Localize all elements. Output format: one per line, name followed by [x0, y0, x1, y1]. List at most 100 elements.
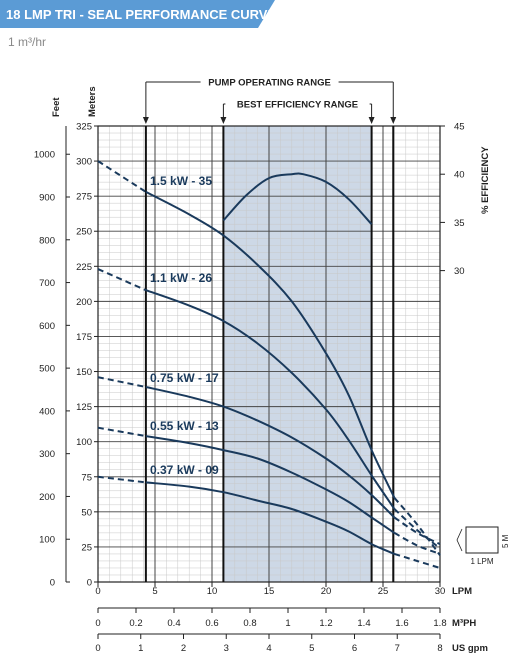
pump-operating-range-arrow	[142, 117, 149, 124]
usgpm-tick-label: 1	[138, 643, 143, 654]
meters-tick-label: 250	[76, 227, 92, 238]
feet-tick-label: 800	[39, 235, 55, 246]
curve-dashed-end	[393, 532, 441, 555]
feet-tick-label: 900	[39, 193, 55, 204]
feet-tick-label: 700	[39, 278, 55, 289]
curve-label: 0.55 kW - 13	[150, 419, 219, 433]
curve-labels: 1.5 kW - 35 1.1 kW - 26 0.75 kW - 17 0.55 k…	[150, 174, 219, 477]
meters-tick-label: 100	[76, 437, 92, 448]
usgpm-tick-label: 6	[352, 643, 357, 654]
m3ph-tick-label: 0.4	[167, 618, 180, 629]
usgpm-tick-label: 5	[309, 643, 314, 654]
curve-label: 1.5 kW - 35	[150, 174, 212, 188]
scale-box-rect	[465, 526, 499, 554]
pump-operating-range-arrow	[390, 117, 397, 124]
feet-axis-title: Feet	[51, 97, 62, 117]
curve-dashed-end	[393, 508, 441, 550]
curve-dashed-start	[97, 268, 147, 292]
m3ph-tick-label: 1	[285, 618, 290, 629]
curve-dashed-start	[97, 475, 147, 484]
m3ph-tick-label: 0.6	[205, 618, 218, 629]
lpm-tick-label: 30	[435, 586, 446, 597]
feet-tick-label: 0	[50, 578, 55, 589]
lpm-tick-label: 20	[321, 586, 332, 597]
curve-solid	[145, 191, 396, 499]
usgpm-tick-label: 2	[181, 643, 186, 654]
scale-box-y-label: 5 M	[501, 534, 510, 548]
feet-tick-label: 100	[39, 535, 55, 546]
curve-dashed-end	[394, 552, 441, 569]
meters-tick-label: 175	[76, 332, 92, 343]
lpm-tick-label: 25	[378, 586, 389, 597]
m3ph-tick-label: 1.8	[433, 618, 446, 629]
curve-dashed-start	[97, 160, 147, 193]
curve-solid	[145, 386, 396, 519]
efficiency-axis: 30 35 40 45 % EFFICIENCY	[440, 122, 491, 277]
title-banner: 18 LMP TRI - SEAL PERFORMANCE CURVES	[0, 0, 285, 28]
curve-solid	[145, 481, 395, 555]
curve-label: 0.75 kW - 17	[150, 371, 219, 385]
scale-box-brace	[456, 528, 463, 552]
usgpm-tick-label: 7	[395, 643, 400, 654]
usgpm-tick-label: 4	[266, 643, 271, 654]
best-efficiency-band	[223, 126, 372, 582]
feet-tick-label: 300	[39, 449, 55, 460]
banner-background	[0, 0, 275, 28]
usgpm-axis-title: US gpm	[452, 643, 488, 654]
usgpm-tick-label: 0	[95, 643, 100, 654]
best-efficiency-range-arrow	[368, 117, 375, 124]
lpm-tick-label: 0	[95, 586, 100, 597]
meters-tick-label: 75	[81, 472, 92, 483]
efficiency-axis-title: % EFFICIENCY	[480, 146, 491, 214]
scale-box: 1 LPM 5 M	[456, 526, 510, 566]
pump-curves	[97, 160, 441, 569]
curve-dashed-end	[393, 497, 441, 556]
meters-tick-label: 50	[81, 507, 92, 518]
efficiency-tick-label: 35	[454, 218, 465, 229]
feet-tick-label: 500	[39, 364, 55, 375]
curve-solid	[145, 289, 396, 510]
meters-tick-label: 300	[76, 157, 92, 168]
m3ph-tick-label: 0	[95, 618, 100, 629]
pump-operating-range-label: PUMP OPERATING RANGE	[208, 78, 331, 89]
meters-axis-title: Meters	[87, 86, 98, 117]
feet-tick-label: 600	[39, 321, 55, 332]
meters-tick-label: 25	[81, 542, 92, 553]
feet-tick-label: 1000	[34, 150, 55, 161]
unit-subtitle: 1 m³/hr	[8, 35, 46, 49]
efficiency-tick-label: 45	[454, 122, 465, 133]
meters-tick-label: 325	[76, 122, 92, 133]
m3ph-tick-label: 1.4	[357, 618, 370, 629]
lpm-tick-label: 15	[264, 586, 275, 597]
range-lines	[144, 126, 395, 582]
m3ph-axis-title: M³PH	[452, 618, 476, 629]
m3ph-tick-label: 0.2	[129, 618, 142, 629]
curve-label: 0.37 kW - 09	[150, 463, 219, 477]
range-brackets: PUMP OPERATING RANGE BEST EFFICIENCY RANG…	[142, 78, 397, 124]
lpm-tick-label: 5	[152, 586, 157, 597]
feet-tick-label: 400	[39, 406, 55, 417]
best-efficiency-fill	[223, 126, 372, 582]
efficiency-tick-label: 40	[454, 170, 465, 181]
m3ph-tick-label: 1.6	[395, 618, 408, 629]
lpm-axis-title: LPM	[452, 586, 472, 597]
feet-tick-label: 200	[39, 492, 55, 503]
curve-dashed-start	[97, 426, 147, 438]
usgpm-tick-label: 3	[224, 643, 229, 654]
meters-tick-label: 150	[76, 367, 92, 378]
scale-box-x-label: 1 LPM	[470, 557, 493, 566]
curve-dashed-start	[97, 376, 147, 388]
best-efficiency-range-label: BEST EFFICIENCY RANGE	[237, 100, 358, 111]
meters-tick-label: 275	[76, 192, 92, 203]
curve-label: 1.1 kW - 26	[150, 271, 212, 285]
m3ph-tick-label: 1.2	[319, 618, 332, 629]
efficiency-curve	[222, 172, 373, 225]
chart-title: 18 LMP TRI - SEAL PERFORMANCE CURVES	[6, 7, 285, 22]
meters-tick-label: 200	[76, 297, 92, 308]
efficiency-line	[222, 172, 373, 225]
lpm-tick-label: 10	[207, 586, 218, 597]
meters-tick-label: 225	[76, 262, 92, 273]
usgpm-tick-label: 8	[437, 643, 442, 654]
